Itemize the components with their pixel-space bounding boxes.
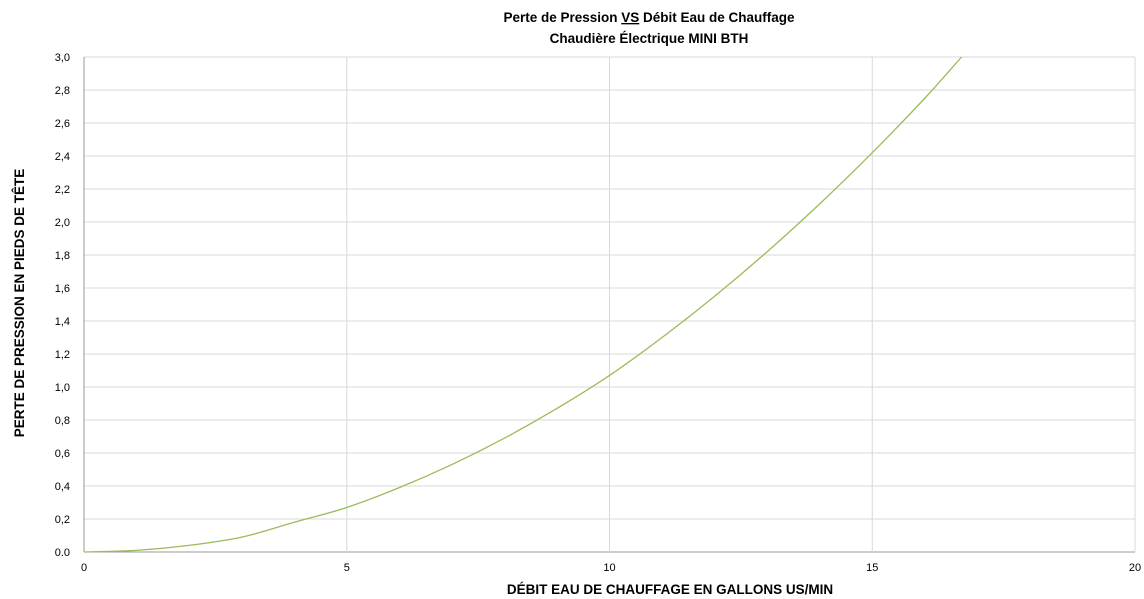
y-axis-title: PERTE DE PRESSION EN PIEDS DE TÊTE [12, 169, 27, 438]
chart-title: Perte de Pression VS Débit Eau de Chauff… [503, 10, 795, 46]
y-tick-label: 2,6 [55, 118, 70, 130]
series [83, 56, 963, 553]
y-tick-label: 2,0 [55, 217, 70, 229]
grid [83, 56, 1136, 553]
y-axis-ticks: 0.0 0,2 0,4 0,6 0,8 1,0 1,2 1,4 1,6 1,8 2,0 2,2 2,4 2… [55, 52, 70, 559]
y-tick-label: 1,8 [55, 250, 70, 262]
x-axis-ticks: 0 5 10 15 20 [81, 562, 1141, 574]
x-tick-label: 10 [603, 562, 615, 574]
x-axis-title: DÉBIT EAU DE CHAUFFAGE EN GALLONS US/MIN [507, 582, 833, 597]
x-tick-label: 0 [81, 562, 87, 574]
x-tick-label: 15 [866, 562, 878, 574]
y-tick-label: 1,2 [55, 349, 70, 361]
y-tick-label: 1,4 [55, 316, 70, 328]
x-tick-label: 20 [1129, 562, 1141, 574]
y-tick-label: 2,4 [55, 151, 70, 163]
chart-title-prefix: Perte de Pression [503, 10, 621, 25]
y-tick-label: 1,6 [55, 283, 70, 295]
y-tick-label: 0,4 [55, 481, 70, 493]
y-tick-label: 2,2 [55, 184, 70, 196]
chart-title-line-2: Chaudière Électrique MINI BTH [550, 31, 749, 46]
y-tick-label: 0,8 [55, 415, 70, 427]
y-tick-label: 1,0 [55, 382, 70, 394]
series-line [83, 56, 963, 553]
y-tick-label: 2,8 [55, 85, 70, 97]
y-tick-label: 3,0 [55, 52, 70, 64]
chart-title-underlined: VS [621, 10, 639, 25]
chart-title-line-1: Perte de Pression VS Débit Eau de Chauff… [503, 10, 795, 25]
y-tick-label: 0.0 [55, 547, 70, 559]
y-tick-label: 0,2 [55, 514, 70, 526]
y-tick-label: 0,6 [55, 448, 70, 460]
chart-title-suffix: Débit Eau de Chauffage [639, 10, 795, 25]
x-tick-label: 5 [344, 562, 350, 574]
